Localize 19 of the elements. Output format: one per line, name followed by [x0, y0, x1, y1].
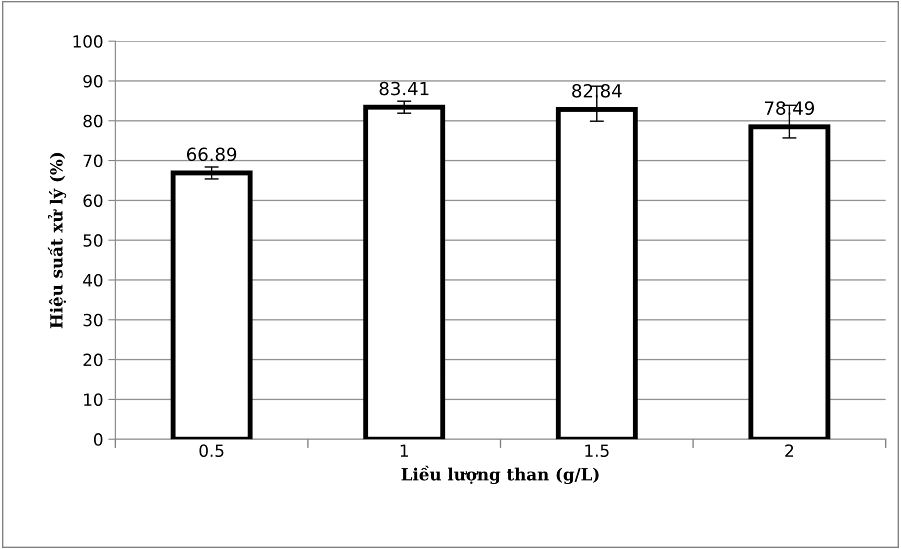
y-tick-label: 60	[83, 194, 102, 207]
x-tick-label: 0.5	[199, 444, 224, 457]
x-tick-label: 1.5	[585, 444, 609, 457]
y-tick-label: 40	[83, 274, 102, 287]
y-tick-label: 70	[84, 154, 102, 168]
y-tick-label: 20	[84, 354, 102, 366]
y-tick-label: 0	[94, 433, 102, 446]
y-tick-label: 90	[83, 74, 102, 88]
data-label: 83.41	[380, 82, 428, 96]
y-tick-label: 10	[84, 393, 102, 406]
x-tick-label: 2	[785, 444, 794, 457]
y-tick-label: 50	[84, 234, 102, 247]
y-tick-label: 80	[83, 114, 102, 128]
y-axis-title: Hiệu suất xử lý (%)	[48, 152, 66, 328]
data-label: 66.89	[187, 147, 236, 162]
x-axis-title: Liều lượng than (g/L)	[402, 466, 599, 484]
y-tick-label: 100	[74, 35, 102, 48]
x-tick-label: 1	[400, 444, 408, 457]
y-tick-label: 30	[84, 314, 102, 326]
